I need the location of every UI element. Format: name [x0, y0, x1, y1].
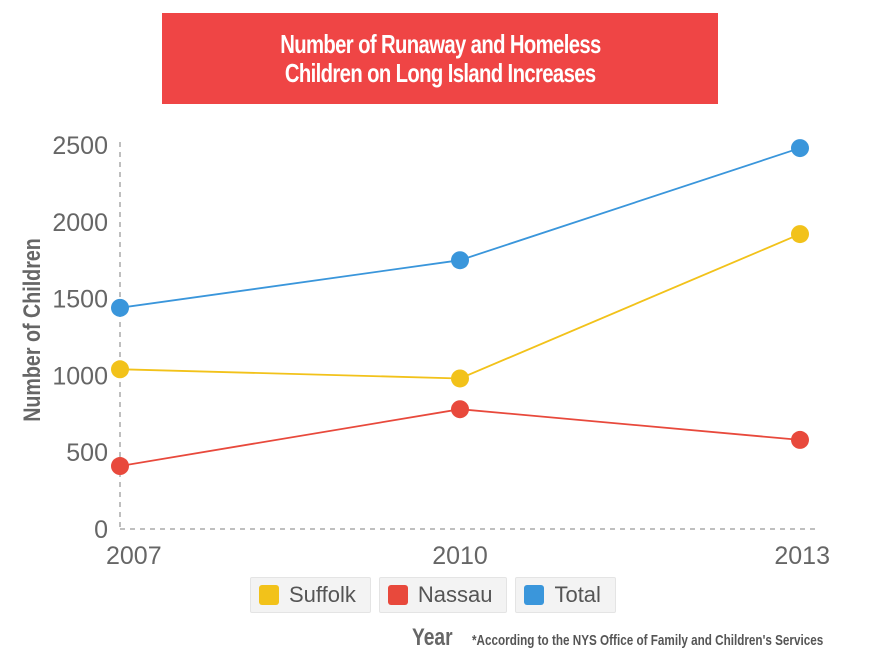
y-tick-label: 500: [66, 439, 108, 467]
y-tick-label: 2500: [52, 132, 108, 160]
axes: [119, 142, 815, 530]
legend-label-suffolk: Suffolk: [289, 582, 356, 607]
data-point-total[interactable]: [451, 251, 469, 270]
legend: Suffolk Nassau Total: [250, 577, 616, 613]
data-point-total[interactable]: [111, 298, 129, 317]
data-point-nassau[interactable]: [791, 430, 809, 449]
series-line-total: [119, 147, 801, 309]
chart-title-line-1: Number of Runaway and Homeless: [279, 28, 601, 59]
data-point-nassau[interactable]: [451, 400, 469, 419]
footer: Year *According to the NYS Office of Fam…: [412, 624, 880, 652]
y-tick-label: 2000: [52, 209, 108, 237]
chart-title-line-2: Children on Long Island Increases: [284, 57, 596, 88]
legend-swatch-total: [524, 585, 545, 605]
legend-swatch-nassau: [387, 585, 408, 605]
tick-labels: 0 500 1000 1500 2000 2500 2007 2010 2013: [52, 132, 830, 570]
x-tick-label: 2013: [774, 542, 830, 570]
series-points: [111, 139, 809, 476]
x-tick-label: 2007: [106, 542, 162, 570]
y-axis-title-group: Number of Children: [18, 238, 45, 422]
line-chart: Number of Children 0 500 1000 1500 2000 2500 2…: [18, 132, 830, 570]
legend-item-suffolk[interactable]: Suffolk: [250, 577, 371, 613]
x-axis-title: Year: [412, 624, 453, 651]
data-point-suffolk[interactable]: [791, 225, 809, 244]
data-point-nassau[interactable]: [111, 457, 129, 476]
legend-item-nassau[interactable]: Nassau: [378, 577, 508, 613]
series-lines: [119, 147, 801, 467]
legend-label-total: Total: [554, 582, 601, 607]
legend-swatch-suffolk: [259, 585, 279, 605]
data-point-suffolk[interactable]: [111, 360, 129, 379]
legend-item-total[interactable]: Total: [515, 577, 616, 613]
y-tick-label: 0: [94, 516, 108, 544]
y-axis-title: Number of Children: [18, 238, 45, 422]
source-note: *According to the NYS Office of Family a…: [472, 632, 824, 649]
chart-title: Number of Runaway and Homeless Children …: [162, 13, 718, 104]
data-point-suffolk[interactable]: [451, 369, 469, 388]
y-tick-label: 1000: [52, 362, 108, 390]
y-tick-label: 1500: [52, 286, 108, 314]
legend-label-nassau: Nassau: [417, 582, 493, 607]
x-tick-label: 2010: [432, 542, 488, 570]
data-point-total[interactable]: [791, 139, 809, 158]
